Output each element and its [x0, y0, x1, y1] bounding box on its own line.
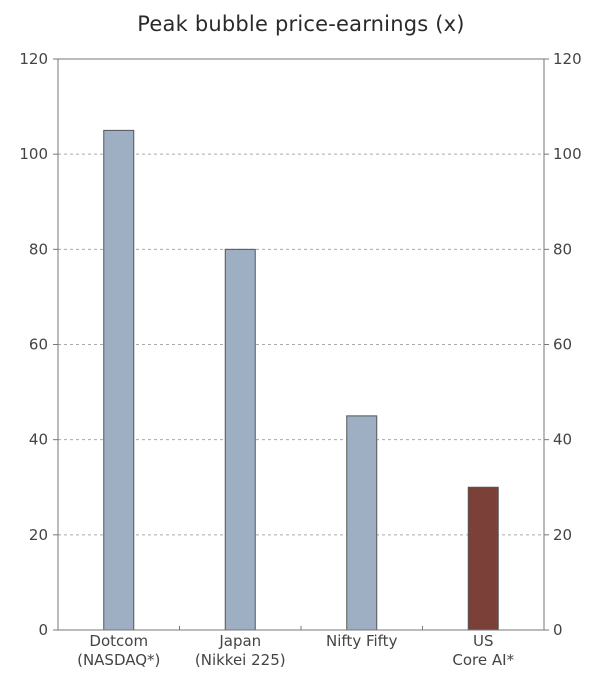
y-tick-label-left: 60	[29, 336, 48, 354]
y-tick-label-right: 80	[553, 240, 572, 258]
gridlines	[58, 153, 544, 536]
y-tick-label-right: 60	[553, 336, 572, 354]
y-axis-right-labels: 0 20 40 60 80 100 120	[553, 50, 582, 639]
y-tick-label-left: 80	[29, 240, 48, 258]
bars	[103, 129, 499, 631]
y-tick-label-right: 40	[553, 431, 572, 449]
bar	[103, 129, 135, 631]
y-tick-label-right: 100	[553, 145, 582, 163]
x-tick-label: (Nikkei 225)	[195, 651, 286, 669]
y-tick-label-left: 40	[29, 431, 48, 449]
tick-marks	[53, 58, 549, 631]
x-axis-labels: Dotcom(NASDAQ*) Japan(Nikkei 225) Nifty Fi…	[77, 632, 514, 669]
y-tick-label-left: 100	[19, 145, 48, 163]
bar	[467, 486, 499, 631]
x-tick-label: Core AI*	[452, 651, 514, 669]
bar	[346, 415, 378, 631]
y-tick-label-left: 120	[19, 50, 48, 68]
y-tick-label-right: 20	[553, 526, 572, 544]
bar	[224, 248, 256, 631]
y-tick-label-left: 0	[38, 621, 48, 639]
chart-title: Peak bubble price-earnings (x)	[137, 12, 465, 36]
y-tick-label-right: 0	[553, 621, 563, 639]
y-tick-label-left: 20	[29, 526, 48, 544]
y-tick-label-right: 120	[553, 50, 582, 68]
x-tick-label: Dotcom	[89, 632, 148, 650]
x-tick-label: Nifty Fifty	[326, 632, 398, 650]
x-tick-label: US	[473, 632, 494, 650]
x-tick-label: (NASDAQ*)	[77, 651, 160, 669]
x-tick-label: Japan	[218, 632, 261, 650]
y-axis-left-labels: 0 20 40 60 80 100 120	[19, 50, 48, 639]
